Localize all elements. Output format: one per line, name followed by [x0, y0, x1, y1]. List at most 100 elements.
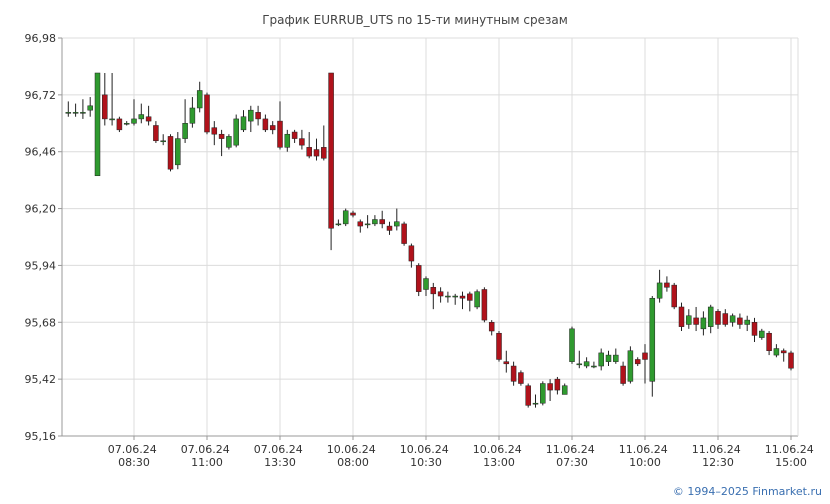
candle-body [182, 123, 188, 139]
candle-body [233, 118, 239, 146]
candle-body [306, 147, 312, 157]
candle-body [116, 118, 123, 131]
candle-body [313, 149, 320, 157]
candle-body [299, 138, 305, 146]
x-tick-label: 07.06.24 13:30 [254, 443, 306, 469]
chart-title: График EURRUB_UTS по 15-ти минутным срез… [262, 13, 568, 27]
candle-body [525, 385, 531, 406]
candle-body [196, 90, 203, 109]
candle-body [204, 94, 210, 133]
y-tick-label: 96,72 [25, 89, 57, 102]
candle-body [788, 352, 794, 369]
candle-body [467, 293, 473, 301]
candle-body [160, 140, 166, 143]
candle-body [248, 109, 254, 122]
candle-body [138, 114, 145, 120]
x-tick-label: 07.06.24 11:00 [181, 443, 233, 469]
x-tick-label: 11.06.24 10:00 [619, 443, 671, 469]
candle-body [707, 306, 714, 327]
candle-body [277, 120, 283, 148]
candle-body [459, 295, 466, 299]
candle-body [598, 352, 604, 367]
candle-body [649, 297, 656, 382]
candle-body [540, 383, 546, 404]
candle-body [642, 352, 648, 360]
candle-body [445, 295, 451, 298]
candle-body [65, 112, 72, 114]
candle-body [401, 223, 407, 244]
candle-body [591, 365, 597, 368]
candle-body [335, 223, 342, 226]
candle-body [80, 112, 86, 114]
candle-body [262, 118, 269, 131]
candle-body [423, 278, 429, 290]
candle-body [634, 359, 641, 365]
candle-body [532, 402, 539, 405]
candle-body [364, 223, 371, 226]
candle-body [102, 94, 108, 120]
candle-body [766, 332, 772, 351]
x-tick-label: 11.06.24 07:30 [546, 443, 598, 469]
x-tick-label: 10.06.24 10:30 [400, 443, 452, 469]
candle-body [503, 361, 510, 365]
candle-body [576, 363, 583, 366]
x-tick-label: 10.06.24 13:00 [473, 443, 525, 469]
candle-body [211, 127, 218, 135]
candle-body [664, 282, 670, 288]
candle-body [751, 322, 758, 336]
candle-body [379, 219, 385, 225]
credit: © 1994–2025 Finmarket.ru [673, 485, 822, 498]
candle-body [437, 291, 444, 297]
candle-body [700, 317, 707, 330]
candle-body [744, 319, 750, 325]
candle-body [561, 385, 568, 395]
y-tick-label: 95,94 [25, 259, 57, 272]
candle-body [175, 138, 181, 166]
candle-body [613, 354, 619, 362]
candle-body [372, 219, 378, 225]
candle-body [780, 350, 787, 354]
candle-body [722, 313, 729, 325]
candle-body [255, 112, 261, 120]
candle-body [583, 361, 590, 367]
candle-body [510, 365, 517, 382]
candle-body [408, 245, 415, 262]
candle-body [189, 107, 196, 124]
candle-body [94, 72, 101, 177]
x-tick-label: 11.06.24 12:30 [692, 443, 744, 469]
candle-body [87, 105, 93, 111]
candle-body [715, 311, 721, 325]
y-tick-label: 95,16 [25, 430, 57, 443]
candle-body [518, 372, 524, 384]
candle-body [452, 295, 458, 298]
candle-body [569, 328, 575, 362]
candle-body [759, 330, 765, 338]
candle-body [167, 136, 174, 170]
candle-body [656, 282, 663, 299]
candle-body [627, 350, 634, 382]
y-tick-label: 96,46 [25, 146, 57, 159]
candle-body [605, 354, 612, 362]
candle-body [686, 315, 692, 325]
y-tick-label: 96,98 [25, 32, 57, 45]
candle-body [350, 212, 356, 216]
candle-body [342, 210, 349, 225]
candle-body [430, 287, 437, 295]
candle-body [671, 284, 677, 308]
candle-body [357, 221, 364, 227]
candle-body [109, 118, 115, 121]
candle-body [496, 332, 502, 360]
candle-body [620, 365, 626, 384]
candle-body [240, 116, 247, 131]
candle-body [729, 315, 736, 323]
y-tick-label: 96,20 [25, 203, 57, 216]
y-tick-label: 95,68 [25, 316, 57, 329]
candle-body [415, 265, 422, 292]
x-tick-label: 11.06.24 15:00 [765, 443, 817, 469]
candle-body [123, 123, 130, 125]
candle-body [328, 72, 334, 229]
candle-body [773, 348, 780, 356]
candle-body [481, 289, 488, 321]
candle-body [226, 136, 232, 148]
